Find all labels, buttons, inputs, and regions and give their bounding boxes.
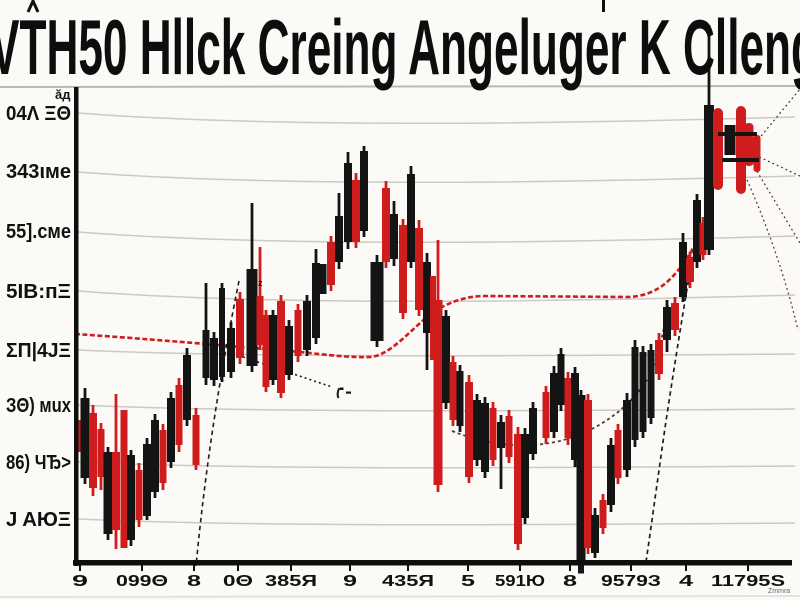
svg-text:04Λ ΞΘ: 04Λ ΞΘ (6, 103, 71, 125)
svg-text:5: 5 (461, 573, 476, 590)
svg-text:z: z (258, 278, 263, 288)
svg-text:9: 9 (72, 573, 89, 590)
svg-text:099Θ: 099Θ (116, 573, 168, 590)
svg-text:385Я: 385Я (265, 573, 317, 590)
svg-text:ӑд: ӑд (55, 87, 71, 102)
svg-text:ΣΠ|4JΞ: ΣΠ|4JΞ (6, 340, 71, 362)
svg-text:11795S: 11795S (711, 573, 785, 590)
svg-text:VTH50 Hllck Creing Angeluger K: VTH50 Hllck Creing Angeluger K Clleng (0, 3, 800, 91)
svg-text:8: 8 (187, 573, 202, 590)
svg-text:343ιме: 343ιме (6, 161, 71, 183)
svg-text:9: 9 (343, 573, 358, 590)
svg-text:J AЮΞ: J AЮΞ (6, 509, 71, 531)
svg-text:0Θ: 0Θ (223, 573, 253, 590)
svg-text:55].cме: 55].cме (6, 221, 71, 243)
svg-text:8: 8 (563, 573, 578, 590)
svg-text:5IΒ:пΞ: 5IΒ:пΞ (6, 281, 71, 303)
svg-text:9579З: 9579З (601, 573, 661, 590)
svg-text:86) ЧЂ>: 86) ЧЂ> (6, 452, 71, 474)
svg-text:591Ю: 591Ю (495, 573, 545, 590)
svg-text:Zmmra: Zmmra (768, 588, 790, 595)
svg-text:4: 4 (679, 573, 694, 590)
svg-text:ЗΘ) мuх: ЗΘ) мuх (6, 395, 71, 417)
svg-text:435Я: 435Я (382, 573, 434, 590)
